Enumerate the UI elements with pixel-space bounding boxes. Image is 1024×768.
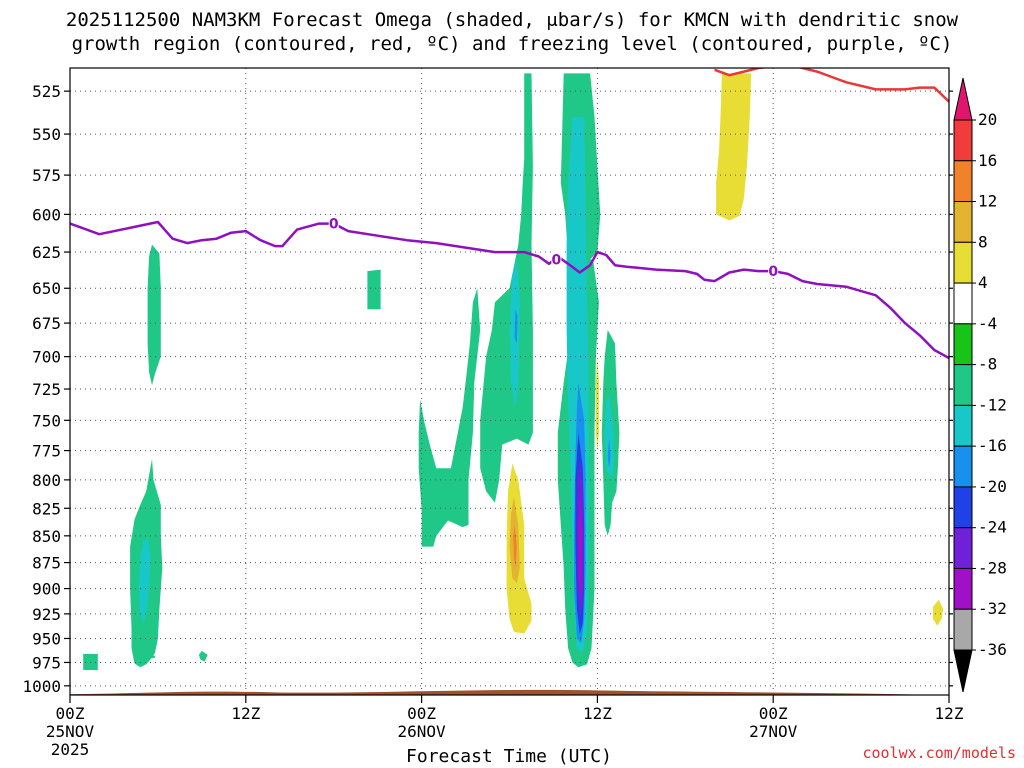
freezing-level-label: 0	[329, 217, 339, 233]
contour-label-bg	[768, 263, 779, 279]
y-tick-label: 725	[32, 380, 61, 399]
omega-area-neg8	[141, 650, 155, 659]
omega-area-neg8	[480, 73, 533, 503]
y-tick-label: 600	[32, 205, 61, 224]
y-tick-label: 825	[32, 499, 61, 518]
omega-area-neg12	[509, 259, 520, 408]
colorbar-swatch	[953, 119, 973, 162]
colorbar-label: -16	[978, 436, 1007, 455]
plot-frame	[69, 67, 950, 696]
y-tick-label: 575	[32, 166, 61, 185]
y-tick-label: 625	[32, 243, 61, 262]
y-tick-label: 975	[32, 653, 61, 672]
colorbar-label: -12	[978, 395, 1007, 414]
x-tick-label: 12Z	[583, 704, 612, 723]
colorbar-swatch	[953, 241, 973, 284]
omega-area-neg28	[578, 491, 582, 599]
x-tick-label: 27NOV	[749, 722, 798, 741]
contour-label-bg	[551, 251, 562, 267]
colorbar-swatch	[953, 282, 973, 325]
omega-area-neg8	[147, 244, 161, 386]
colorbar-under-arrow	[953, 649, 973, 693]
colorbar-swatch	[953, 608, 973, 651]
omega-area-pos4	[932, 599, 944, 626]
omega-area-neg8	[418, 288, 481, 547]
colorbar-swatch	[953, 527, 973, 569]
omega-area-neg8	[198, 651, 208, 662]
x-tick-label: 00Z	[759, 704, 788, 723]
x-tick-label: 12Z	[231, 704, 260, 723]
colorbar: 20 16 12 8 4 -4 -8 -12 -16 -20 -24 -28 -32 -36	[953, 77, 1007, 693]
y-tick-label: 750	[32, 411, 61, 430]
x-tick-label: 00Z	[407, 704, 436, 723]
y-tick-label: 900	[32, 580, 61, 599]
y-tick-label: 525	[32, 82, 61, 101]
omega-area-neg8	[83, 653, 98, 670]
axes-layer: 525 550 575 600 625 650 675 700 725 750 775 800 825 8…	[22, 67, 964, 759]
contour-label-bg	[328, 215, 339, 231]
freezing-level-label: 0	[768, 264, 778, 280]
contour-layer: 0 0 0	[70, 68, 949, 360]
omega-area-pos4	[716, 73, 752, 221]
colorbar-swatch	[953, 201, 973, 243]
chart-title-line-1: 2025112500 NAM3KM Forecast Omega (shaded…	[65, 9, 959, 31]
y-tick-label: 1000	[22, 677, 61, 696]
omega-area-neg12	[604, 395, 614, 480]
colorbar-swatch	[953, 486, 973, 529]
x-axis-label: Forecast Time (UTC)	[406, 746, 612, 767]
y-tick-label: 650	[32, 279, 61, 298]
colorbar-swatch	[953, 160, 973, 203]
x-tick-label: 00Z	[56, 704, 85, 723]
freezing-level-contour	[70, 220, 949, 360]
colorbar-label: -4	[978, 314, 997, 333]
colorbar-label: -32	[978, 599, 1007, 618]
omega-area-neg8	[367, 269, 381, 310]
colorbar-label: -20	[978, 477, 1007, 496]
omega-area-neg16	[514, 309, 518, 344]
y-tick-label: 950	[32, 629, 61, 648]
colorbar-label: 8	[978, 232, 988, 251]
y-tick-label: 850	[32, 527, 61, 546]
x-tick-label: 26NOV	[398, 722, 447, 741]
colorbar-swatch	[953, 323, 973, 366]
terrain-ground	[70, 689, 949, 695]
y-tick-label: 675	[32, 314, 61, 333]
site-credit: coolwx.com/models	[862, 744, 1016, 762]
colorbar-label: -28	[978, 558, 1007, 577]
chart-title-line-2: growth region (contoured, red, ºC) and f…	[71, 33, 953, 55]
colorbar-label: 20	[978, 110, 997, 129]
colorbar-label: 4	[978, 273, 988, 292]
colorbar-swatch	[953, 567, 973, 610]
colorbar-label: -8	[978, 355, 997, 374]
x-tick-label: 2025	[51, 740, 90, 759]
colorbar-swatch	[953, 404, 973, 447]
x-tick-label: 25NOV	[46, 722, 95, 741]
y-tick-label: 700	[32, 348, 61, 367]
freezing-level-label: 0	[552, 252, 562, 268]
colorbar-swatch	[953, 445, 973, 488]
y-tick-label: 550	[32, 125, 61, 144]
colorbar-label: -36	[978, 640, 1007, 659]
colorbar-label: -24	[978, 518, 1007, 537]
y-tick-label: 875	[32, 554, 61, 573]
omega-area-neg12	[138, 538, 151, 624]
y-tick-label: 775	[32, 442, 61, 461]
colorbar-over-arrow	[953, 77, 973, 121]
colorbar-label: 12	[978, 192, 997, 211]
omega-area-pos12	[513, 524, 517, 568]
colorbar-label: 16	[978, 151, 997, 170]
colorbar-swatch	[953, 364, 973, 406]
x-tick-label: 12Z	[935, 704, 964, 723]
y-tick-label: 925	[32, 605, 61, 624]
omega-area-neg16	[607, 438, 611, 469]
y-tick-label: 800	[32, 471, 61, 490]
dgz-contour	[714, 68, 949, 103]
omega-shading-layer	[70, 73, 949, 695]
